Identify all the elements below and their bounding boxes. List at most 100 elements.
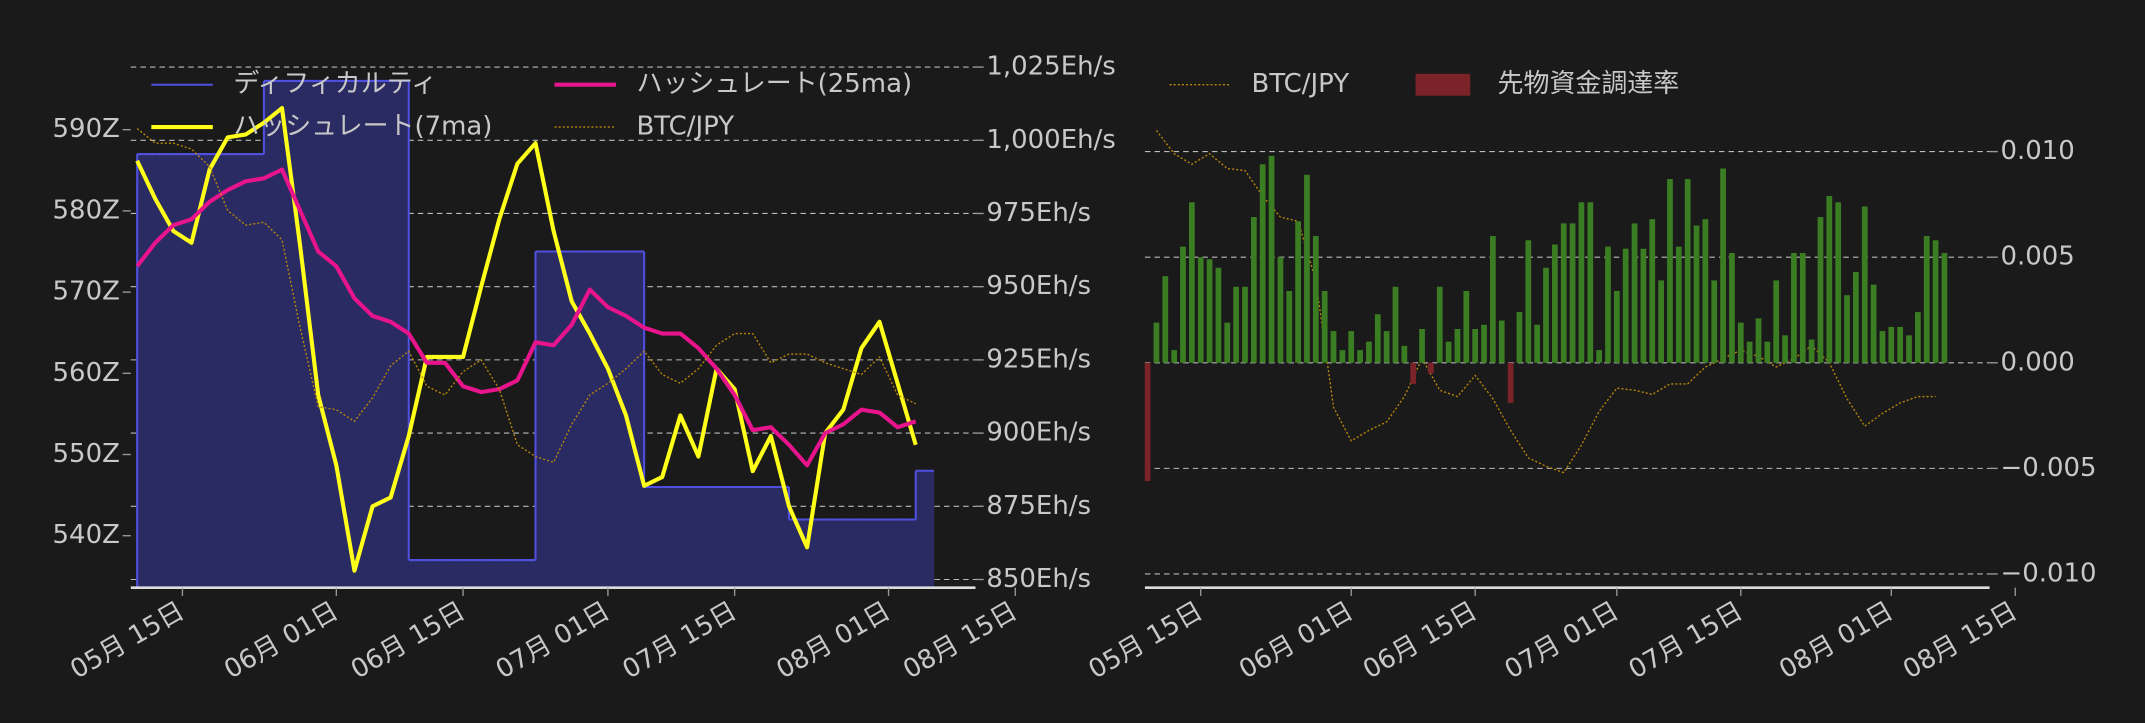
bar — [1153, 322, 1160, 363]
difficulty-step — [571, 251, 591, 588]
bar — [1932, 240, 1939, 363]
difficulty-step — [807, 519, 826, 588]
bar — [1436, 286, 1443, 363]
y-tick-label: −0.010 — [2001, 558, 2097, 588]
y-tick-label: 0.000 — [2001, 347, 2075, 377]
difficulty-step — [770, 486, 790, 588]
bar — [1516, 312, 1523, 363]
difficulty-step — [734, 486, 754, 588]
bar — [1490, 236, 1496, 363]
bar — [1445, 341, 1452, 363]
bar — [1702, 219, 1709, 363]
bar — [1188, 202, 1195, 363]
bar — [1268, 155, 1275, 363]
y-tick-label: 570Z — [53, 277, 120, 307]
difficulty-step — [245, 154, 265, 588]
y-tick-label: 1,025Eh/s — [986, 52, 1115, 82]
bar — [1144, 362, 1151, 482]
difficulty-step — [282, 80, 301, 588]
bar — [1764, 341, 1771, 363]
difficulty-step — [825, 519, 844, 588]
bar — [1224, 322, 1231, 363]
difficulty-step — [155, 154, 174, 588]
bar — [1799, 252, 1806, 363]
legend-label: BTC/JPY — [637, 112, 735, 142]
bar — [1366, 341, 1372, 363]
y-tick-label: 950Eh/s — [986, 271, 1091, 301]
bar — [1481, 324, 1487, 363]
bar — [1197, 257, 1204, 363]
difficulty-step — [499, 560, 518, 588]
bar — [1454, 328, 1461, 363]
bar — [1304, 174, 1310, 363]
bar — [1419, 328, 1425, 363]
bar — [1206, 259, 1213, 363]
bar — [1472, 328, 1479, 363]
difficulty-step — [408, 560, 428, 588]
difficulty-step — [879, 519, 899, 588]
difficulty-step — [915, 470, 935, 588]
legend-label: BTC/JPY — [1252, 69, 1350, 99]
bar — [1773, 280, 1780, 363]
bar — [1923, 236, 1930, 363]
bar — [1330, 331, 1337, 363]
bar — [1914, 312, 1921, 363]
bar — [1808, 339, 1815, 363]
legend-label: ディフィカルティ — [233, 69, 437, 99]
bar — [1631, 223, 1638, 363]
bar — [1171, 350, 1178, 363]
bar — [1870, 284, 1877, 363]
y-tick-label: 1,000Eh/s — [986, 125, 1115, 155]
bar — [1596, 350, 1602, 363]
bar — [1605, 246, 1611, 363]
bar — [1295, 221, 1301, 363]
bar — [1286, 290, 1293, 363]
bar — [1401, 345, 1408, 363]
bar — [1162, 276, 1169, 363]
y-tick-label: 925Eh/s — [986, 344, 1091, 374]
bar — [1675, 246, 1682, 363]
y-tick-label: 900Eh/s — [986, 418, 1091, 448]
bar — [1684, 179, 1691, 363]
difficulty-step — [897, 519, 917, 588]
difficulty-step — [626, 251, 645, 588]
bar — [1534, 324, 1541, 363]
difficulty-step — [716, 486, 736, 588]
bar — [1729, 252, 1735, 363]
bar — [1498, 320, 1505, 363]
y-tick-label: −0.005 — [2001, 453, 2097, 483]
difficulty-step — [481, 560, 500, 588]
bar — [1551, 244, 1558, 363]
difficulty-step — [553, 251, 573, 588]
bar — [1569, 223, 1576, 363]
bar — [1277, 257, 1284, 363]
difficulty-step — [426, 560, 446, 588]
bar — [1746, 341, 1753, 363]
bar — [1755, 318, 1762, 363]
difficulty-step — [680, 486, 699, 588]
bar — [1640, 248, 1647, 363]
bar — [1941, 252, 1948, 363]
bar — [1410, 362, 1417, 384]
bar — [1357, 350, 1363, 363]
bar — [1543, 267, 1549, 363]
y-tick-label: 0.005 — [2001, 242, 2075, 272]
series-line — [1155, 130, 1936, 474]
difficulty-step — [607, 251, 627, 588]
bar — [1835, 202, 1842, 363]
bar — [1737, 322, 1744, 363]
bar — [1463, 290, 1470, 363]
difficulty-step — [843, 519, 862, 588]
bar — [1897, 326, 1904, 363]
legend-label: ハッシュレート(7ma) — [233, 112, 492, 142]
bar — [1392, 286, 1399, 363]
bar — [1906, 335, 1912, 363]
difficulty-step — [137, 154, 156, 588]
bar — [1321, 290, 1328, 363]
y-tick-label: 590Z — [53, 114, 120, 144]
legend-label: 先物資金調達率 — [1498, 69, 1680, 99]
bar — [1233, 286, 1239, 363]
bar — [1782, 335, 1788, 363]
difficulty-step — [191, 154, 210, 588]
bar — [1578, 202, 1585, 363]
